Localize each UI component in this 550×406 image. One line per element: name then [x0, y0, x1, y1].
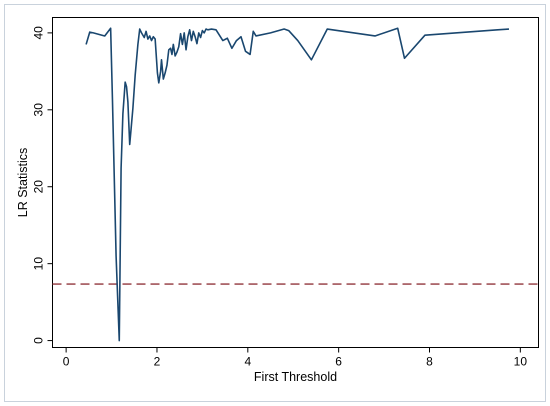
y-axis: 0 10 20 30 40 — [32, 26, 53, 344]
lr-statistics-series-line — [85, 27, 510, 342]
x-tick-label: 6 — [335, 355, 342, 369]
y-tick-label: 20 — [32, 180, 46, 194]
y-tick-label: 0 — [32, 337, 46, 344]
outer-frame — [4, 4, 546, 402]
y-tick-label: 30 — [32, 103, 46, 117]
y-tick-label: 10 — [32, 257, 46, 271]
x-tick-label: 10 — [514, 355, 528, 369]
plot-frame — [52, 17, 539, 348]
y-tick-label: 40 — [32, 26, 46, 40]
x-tick-label: 2 — [154, 355, 161, 369]
y-axis-title: LR Statistics — [16, 148, 30, 217]
x-axis: 0 2 4 6 8 10 — [63, 347, 528, 369]
x-axis-title: First Threshold — [254, 370, 337, 384]
x-tick-label: 8 — [426, 355, 433, 369]
x-tick-label: 0 — [63, 355, 70, 369]
x-tick-label: 4 — [244, 355, 251, 369]
